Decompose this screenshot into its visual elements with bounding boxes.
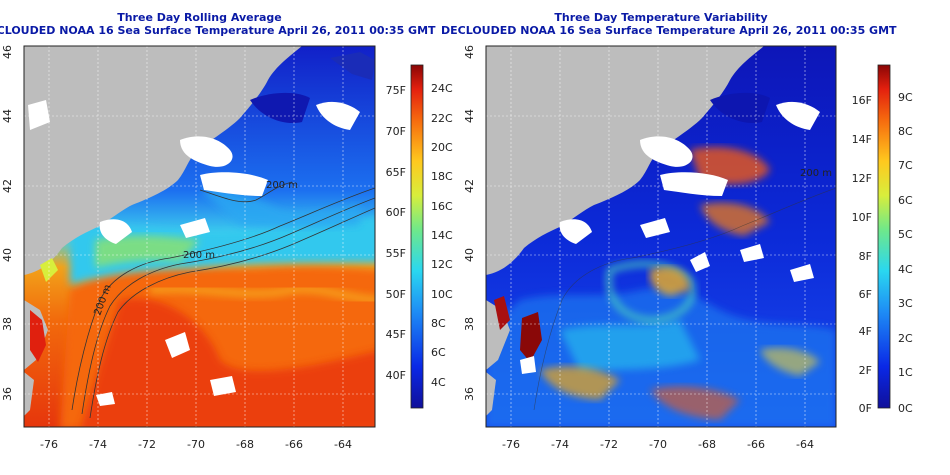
- right-map-subtitle: DECLOUDED NOAA 16 Sea Surface Temperatur…: [441, 24, 897, 37]
- left-colorbar: 75F 70F 65F 60F 55F 50F 45F 40F 24C 22C …: [386, 64, 453, 409]
- right-lon-tick: -70: [649, 438, 667, 451]
- right-lat-tick: 38: [463, 317, 476, 331]
- right-cb-f: 12F: [852, 172, 872, 185]
- left-lon-tick: -74: [89, 438, 107, 451]
- right-cb-c: 9C: [898, 91, 913, 104]
- left-isobath-label-2: 200 m: [266, 180, 298, 191]
- right-cb-c: 2C: [898, 332, 913, 345]
- left-lon-tick: -68: [236, 438, 254, 451]
- left-colorbar-ramp: [410, 64, 424, 409]
- left-lon-tick: -76: [40, 438, 58, 451]
- left-isobath-1: [71, 187, 375, 411]
- left-lat-tick: 38: [1, 317, 14, 331]
- right-cb-c: 1C: [898, 366, 913, 379]
- left-cb-c: 22C: [431, 112, 453, 125]
- right-cb-c: 4C: [898, 263, 913, 276]
- left-map-title: Three Day Rolling Average: [117, 11, 282, 24]
- left-lat-tick: 46: [1, 45, 14, 59]
- left-cb-c: 20C: [431, 141, 453, 154]
- right-cb-c: 5C: [898, 228, 913, 241]
- left-lon-tick: -70: [187, 438, 205, 451]
- left-cb-c: 14C: [431, 229, 453, 242]
- left-cb-f: 70F: [386, 125, 406, 138]
- left-cb-c: 24C: [431, 82, 453, 95]
- left-lat-tick: 40: [1, 248, 14, 262]
- right-colorbar: 16F 14F 12F 10F 8F 6F 4F 2F 0F 9C 8C 7C …: [852, 64, 913, 415]
- right-lon-axis: -76 -74 -72 -70 -68 -66 -64: [502, 438, 814, 451]
- right-lat-tick: 42: [463, 179, 476, 193]
- left-lat-tick: 36: [1, 387, 14, 401]
- right-isobath-label: 200 m: [800, 168, 832, 179]
- left-shelf-water: [70, 216, 375, 285]
- left-cb-c: 8C: [431, 317, 446, 330]
- right-lat-tick: 40: [463, 248, 476, 262]
- left-lat-tick: 44: [1, 109, 14, 123]
- right-cb-c: 3C: [898, 297, 913, 310]
- left-cb-c: 6C: [431, 346, 446, 359]
- right-cb-f: 6F: [859, 288, 872, 301]
- right-lat-axis: 46 44 42 40 38 36: [463, 45, 476, 401]
- right-lon-tick: -74: [551, 438, 569, 451]
- right-map-title: Three Day Temperature Variability: [554, 11, 768, 24]
- right-cb-f: 2F: [859, 364, 872, 377]
- right-cb-c: 8C: [898, 125, 913, 138]
- right-lat-tick: 36: [463, 387, 476, 401]
- left-map: 200 m 200 m 200 m 46 44 42 40 38 36 -76 …: [1, 45, 453, 451]
- right-lon-tick: -64: [796, 438, 814, 451]
- left-cb-f: 75F: [386, 84, 406, 97]
- left-cb-f: 65F: [386, 166, 406, 179]
- left-isobath-label-1: 200 m: [183, 250, 215, 261]
- right-cb-f: 14F: [852, 133, 872, 146]
- left-cb-f: 60F: [386, 206, 406, 219]
- right-lon-tick: -76: [502, 438, 520, 451]
- left-lon-tick: -72: [138, 438, 156, 451]
- left-cb-f: 45F: [386, 328, 406, 341]
- right-cb-c: 0C: [898, 402, 913, 415]
- right-cb-f: 0F: [859, 402, 872, 415]
- left-cb-f: 40F: [386, 369, 406, 382]
- left-lon-tick: -66: [285, 438, 303, 451]
- right-lon-tick: -72: [600, 438, 618, 451]
- right-estuary-high-variability: [520, 312, 542, 362]
- right-lon-tick: -68: [698, 438, 716, 451]
- left-map-subtitle: DECLOUDED NOAA 16 Sea Surface Temperatur…: [0, 24, 436, 37]
- left-cb-c: 10C: [431, 288, 453, 301]
- left-lat-tick: 42: [1, 179, 14, 193]
- right-lat-tick: 46: [463, 45, 476, 59]
- left-cb-c: 4C: [431, 376, 446, 389]
- right-land: [486, 46, 764, 275]
- right-cb-f: 4F: [859, 325, 872, 338]
- right-cb-c: 6C: [898, 194, 913, 207]
- left-cb-f: 55F: [386, 247, 406, 260]
- left-lat-axis: 46 44 42 40 38 36: [1, 45, 14, 401]
- left-cb-f: 50F: [386, 288, 406, 301]
- right-cb-f: 16F: [852, 94, 872, 107]
- left-cb-c: 18C: [431, 170, 453, 183]
- left-cb-c: 16C: [431, 200, 453, 213]
- right-cb-f: 8F: [859, 250, 872, 263]
- right-cb-f: 10F: [852, 211, 872, 224]
- right-lon-tick: -66: [747, 438, 765, 451]
- left-land: [24, 46, 302, 275]
- left-lon-tick: -64: [334, 438, 352, 451]
- right-lat-tick: 44: [463, 109, 476, 123]
- left-lon-axis: -76 -74 -72 -70 -68 -66 -64: [40, 438, 352, 451]
- right-colorbar-ramp: [877, 64, 891, 409]
- left-cb-c: 12C: [431, 258, 453, 271]
- right-cb-c: 7C: [898, 159, 913, 172]
- right-map: 200 m 46 44 42 40 38 36 -76 -74 -72 -70 …: [463, 45, 913, 451]
